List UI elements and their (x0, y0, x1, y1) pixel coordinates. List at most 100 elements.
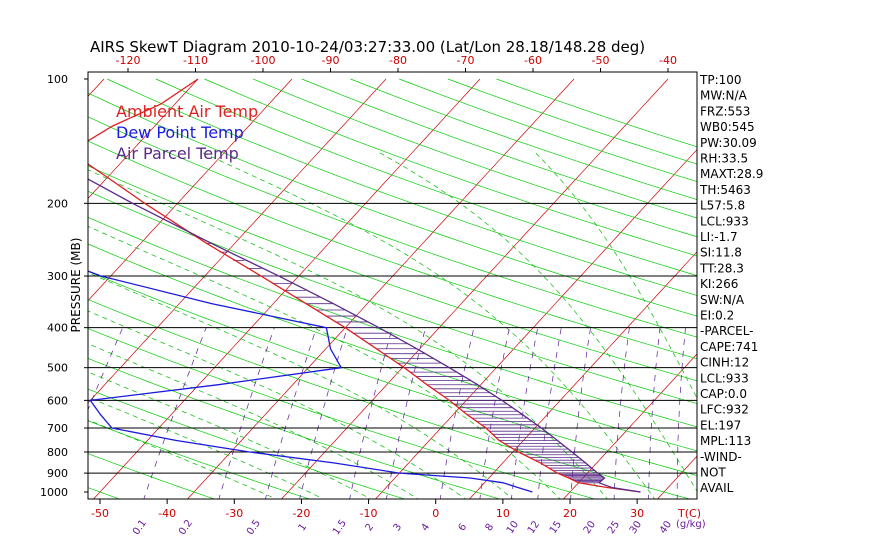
stability-index: KI:266 (700, 277, 738, 291)
bottom-temp-tick-label: -40 (158, 507, 176, 520)
dry-adiabat-line (88, 271, 697, 476)
stability-index: TH:5463 (699, 183, 751, 197)
stability-index: -WIND- (700, 450, 742, 464)
mixing-ratio-label: 4 (420, 522, 433, 534)
bottom-temp-tick-label: -20 (292, 507, 310, 520)
stability-index: AVAIL (700, 481, 734, 495)
isotherm-line (0, 79, 10, 501)
pressure-tick-label: 300 (47, 270, 68, 283)
pressure-tick-label: 700 (47, 422, 68, 435)
dry-adiabat-line (88, 140, 697, 360)
mixing-ratio-label: 8 (484, 522, 497, 534)
stability-index: MW:N/A (700, 89, 748, 103)
mixing-ratio-label: 0.2 (177, 518, 195, 537)
mixing-ratio-label: 1.5 (331, 518, 349, 537)
legend-entry: Dew Point Temp (116, 123, 244, 142)
mixing-ratio-label: 30 (628, 519, 644, 536)
mixing-ratio-label: 3 (392, 522, 405, 534)
dry-adiabat-line (88, 216, 697, 428)
mixing-ratio-label: 6 (457, 522, 470, 534)
dry-adiabat-line (0, 79, 29, 501)
pressure-tick-label: 600 (47, 394, 68, 407)
top-temp-tick-label: -60 (524, 54, 542, 67)
stability-index: TT:28.3 (699, 261, 744, 275)
isotherm-line (844, 79, 870, 501)
mixing-ratio-label: 1 (297, 522, 310, 534)
stability-index: LFC:932 (700, 403, 749, 417)
series-line (88, 270, 533, 493)
mixing-ratio-label: 20 (582, 519, 598, 536)
dry-adiabat-line (88, 453, 216, 499)
plot-frame (87, 71, 698, 500)
stability-index: CINH:12 (700, 356, 749, 370)
bottom-axis-unit: T(C) (677, 507, 701, 520)
dry-adiabat-line (88, 165, 697, 382)
pressure-tick-label: 100 (47, 73, 68, 86)
bottom-temp-tick-label: -30 (225, 507, 243, 520)
dry-adiabat-line (155, 78, 697, 276)
series-line (88, 178, 641, 493)
mixing-ratio-label: 25 (606, 519, 622, 536)
mixing-ratio-label: 10 (505, 519, 521, 536)
dry-adiabat-line (253, 78, 697, 238)
mixing-ratio-label: 12 (526, 519, 542, 536)
bottom-temp-tick-label: -10 (360, 507, 378, 520)
mixing-ratio-line (265, 327, 317, 499)
mixing-ratio-line (218, 327, 275, 499)
bottom-temp-tick-label: -50 (91, 507, 109, 520)
stability-index: EI:0.2 (700, 309, 734, 323)
mixing-ratio-label: 2 (364, 522, 377, 534)
dry-adiabat-line (88, 92, 697, 317)
stability-index: EL:197 (700, 418, 741, 432)
bottom-temp-tick-label: 0 (432, 507, 439, 520)
stability-index: NOT (700, 466, 726, 480)
mixing-ratio-line (439, 327, 475, 499)
y-axis-label: PRESSURE (MB) (69, 238, 83, 333)
stability-index: CAPE:741 (700, 340, 758, 354)
bottom-temp-tick-label: 10 (496, 507, 510, 520)
isotherm-line (88, 78, 293, 302)
series-line (88, 78, 641, 493)
sounding-series (88, 78, 641, 493)
mixing-ratio-label: 0.1 (131, 518, 149, 537)
stability-index: LCL:933 (700, 214, 749, 228)
dry-adiabat-line (88, 487, 121, 499)
stability-index: SW:N/A (700, 293, 745, 307)
dry-adiabat-line (88, 388, 406, 499)
stability-index: LI:-1.7 (700, 230, 738, 244)
stability-index: PW:30.09 (700, 136, 757, 150)
pressure-tick-label: 200 (47, 197, 68, 210)
dry-adiabat-line (88, 243, 697, 452)
bottom-temp-tick-label: 30 (630, 507, 644, 520)
pressure-tick-label: 1000 (40, 486, 68, 499)
stability-index: RH:33.5 (700, 152, 748, 166)
mixing-ratio-label: 40 (658, 519, 674, 536)
mixing-ratio-line (570, 327, 591, 499)
dry-adiabat-line (88, 299, 691, 499)
cape-hatch-area (190, 233, 605, 484)
isotherm-line (563, 353, 697, 499)
dry-adiabat-line (88, 116, 697, 338)
dry-adiabat-line (107, 78, 697, 296)
mixing-ratio-line (349, 327, 393, 499)
stability-index: -PARCEL- (700, 324, 754, 338)
dry-adiabat-line (301, 78, 697, 219)
mixing-ratio-label: 0.5 (245, 518, 263, 537)
mixing-ratio-line (479, 327, 510, 499)
moist-adiabat-line (88, 225, 561, 499)
dry-adiabat-line (88, 357, 501, 499)
stability-index: CAP:0.0 (700, 387, 747, 401)
top-temp-tick-label: -80 (389, 54, 407, 67)
top-temp-tick-label: -40 (659, 54, 677, 67)
stability-index: L57:5.8 (700, 199, 745, 213)
mixing-ratio-line (511, 327, 539, 499)
mixing-ratio-line (648, 327, 661, 499)
moist-adiabat-line (377, 151, 697, 492)
isotherm-line (88, 78, 199, 200)
dry-adiabat-line (399, 78, 697, 183)
pressure-tick-label: 400 (47, 322, 68, 335)
stability-index: MPL:113 (700, 434, 751, 448)
pressure-tick-label: 500 (47, 362, 68, 375)
mixing-ratio-line (299, 327, 348, 499)
isotherm-line (750, 79, 870, 501)
